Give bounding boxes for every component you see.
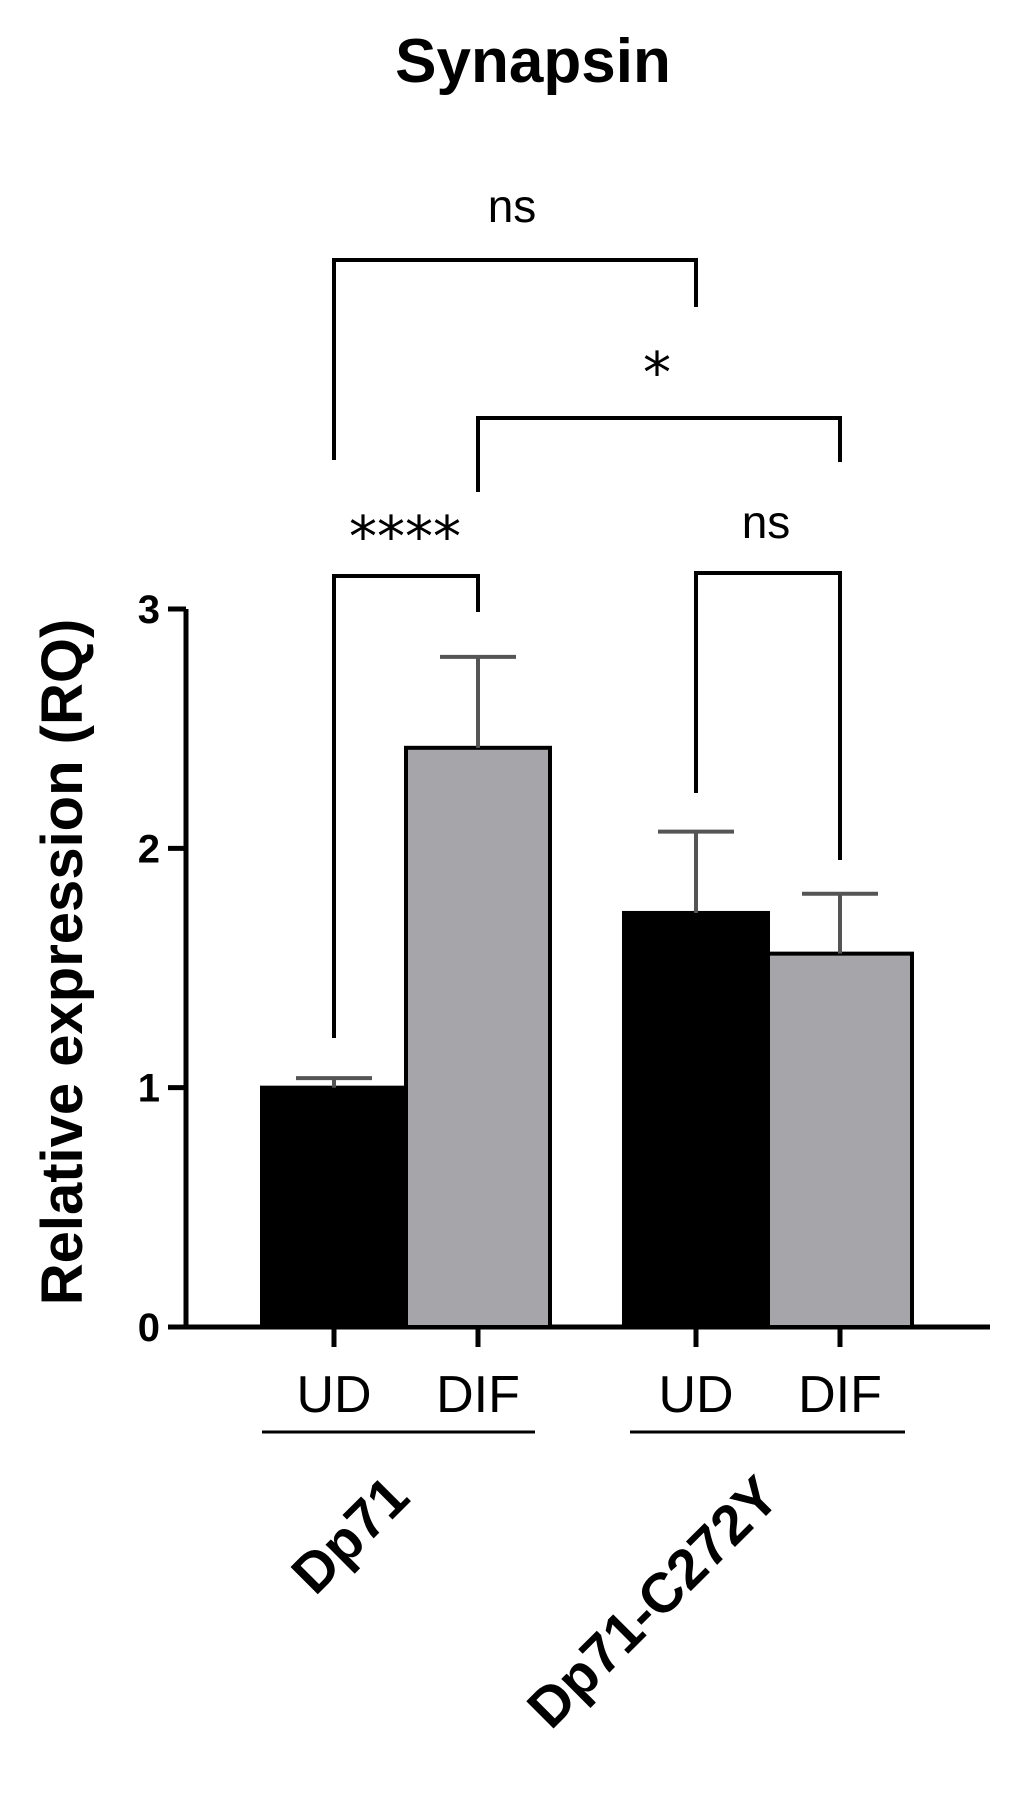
significance-bracket (476, 416, 842, 492)
y-tick-label: 2 (138, 827, 160, 871)
x-tick-label: DIF (798, 1366, 882, 1424)
significance-bracket (332, 574, 480, 1038)
x-tick-label: UD (296, 1366, 371, 1424)
significance-label: * (643, 341, 671, 406)
significance-brackets: **** ns * ns (332, 180, 842, 1038)
bars (260, 745, 914, 1329)
bar (260, 1085, 408, 1329)
y-tick-label: 1 (138, 1067, 160, 1111)
chart-title: Synapsin (395, 27, 671, 96)
y-tick-label: 0 (138, 1306, 160, 1350)
y-tick-label: 3 (138, 588, 160, 632)
significance-label: ns (488, 180, 537, 232)
y-axis-label: Relative expression (RQ) (30, 619, 95, 1306)
error-bars (296, 654, 878, 1088)
significance-bracket (694, 571, 842, 860)
bar (622, 910, 770, 1329)
group-label: Dp71-C272Y (515, 1464, 791, 1740)
bar (404, 745, 552, 1329)
significance-label: **** (349, 505, 461, 570)
x-tick-label: UD (658, 1366, 733, 1424)
x-tick-label: DIF (436, 1366, 520, 1424)
bar (766, 951, 914, 1329)
significance-bracket (332, 258, 698, 460)
significance-label: ns (742, 496, 791, 548)
group-label: Dp71 (279, 1464, 420, 1605)
